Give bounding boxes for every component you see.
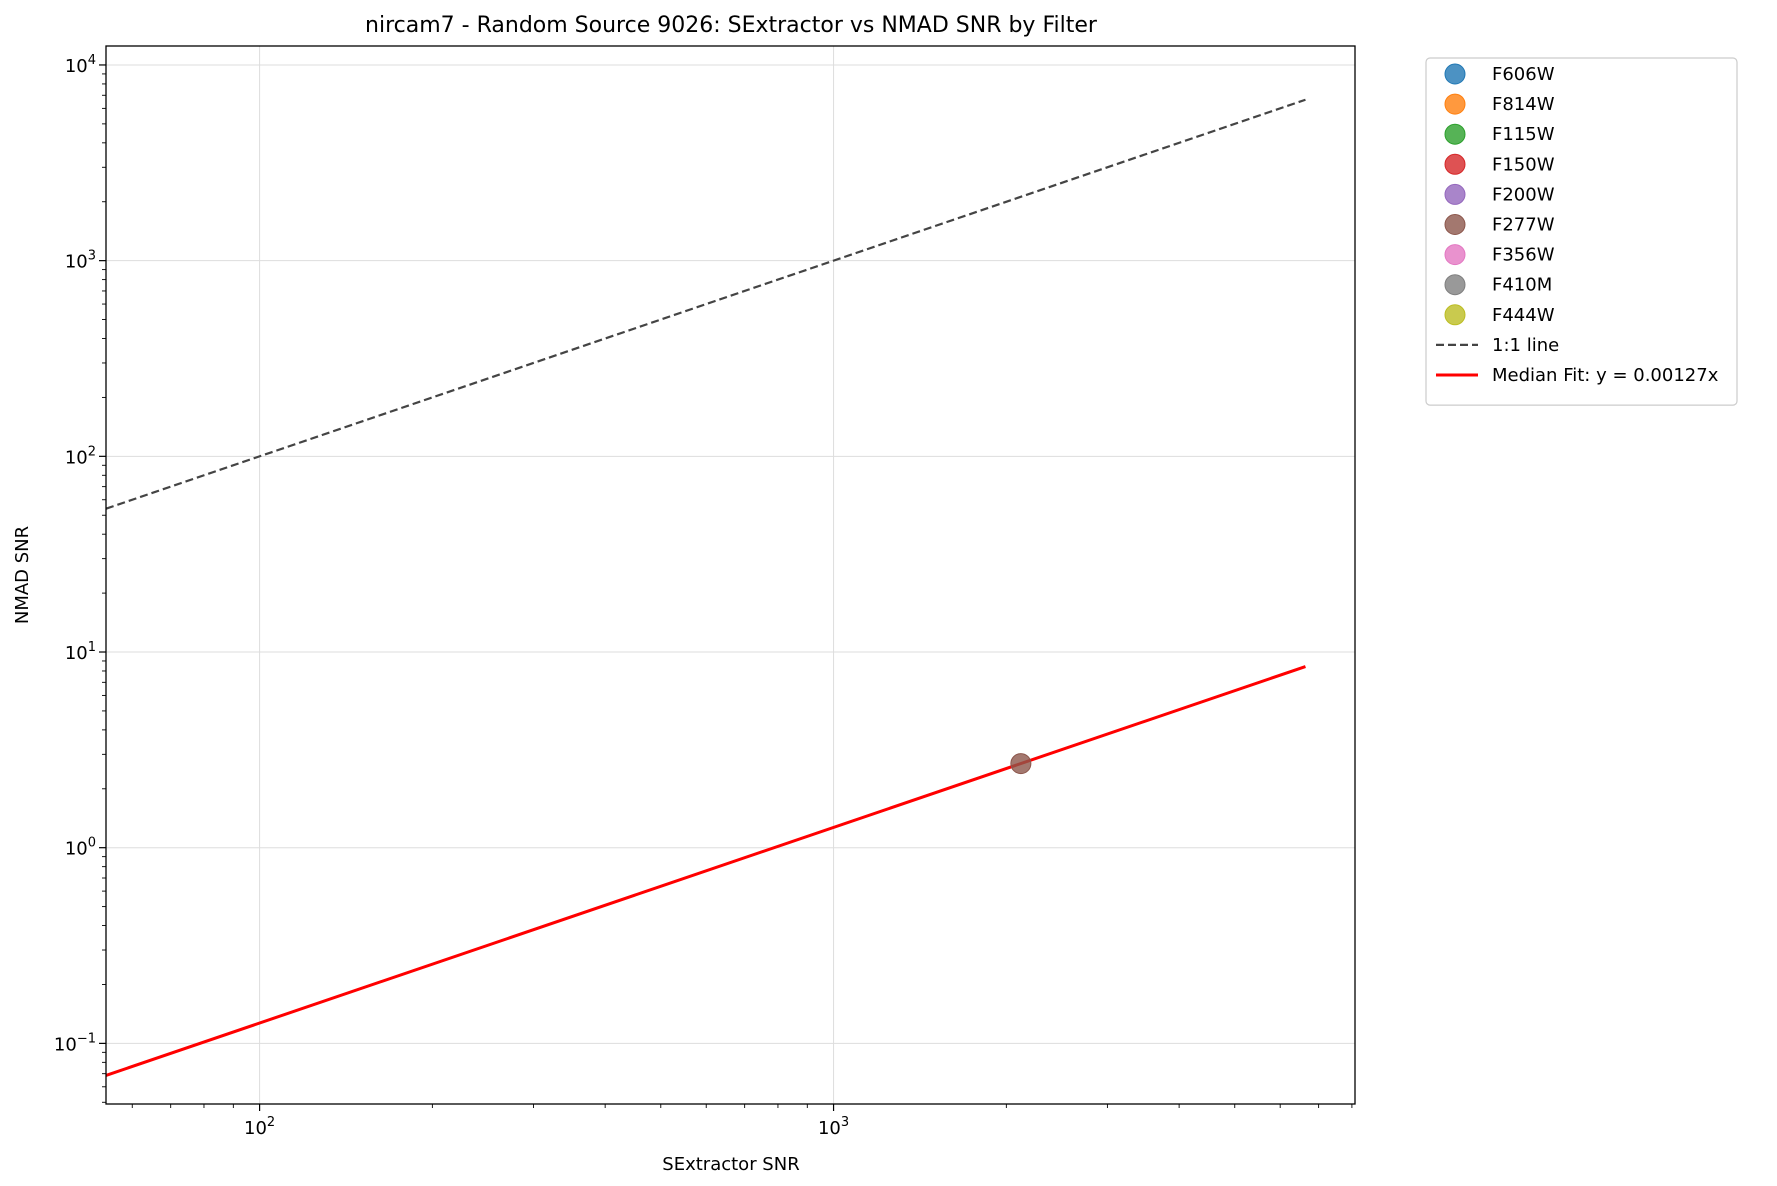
legend-label: F814W xyxy=(1492,94,1555,115)
legend-marker xyxy=(1444,244,1466,266)
legend-marker xyxy=(1444,183,1466,205)
legend-marker xyxy=(1444,274,1466,296)
legend-marker xyxy=(1444,63,1466,85)
y-tick-label: 102 xyxy=(65,444,96,468)
plot-area-frame xyxy=(105,45,1356,1105)
legend: F606W F814W F115W F150W F200W F277W F356W F410M… xyxy=(1425,57,1738,406)
x-axis-label: SExtractor SNR xyxy=(662,1154,799,1175)
legend-label: F200W xyxy=(1492,184,1555,205)
legend-label: 1:1 line xyxy=(1492,335,1559,356)
series-lines xyxy=(105,98,1306,1077)
legend-label: Median Fit: y = 0.00127x xyxy=(1492,365,1719,386)
legend-label: F444W xyxy=(1492,305,1555,326)
one-to-one-line xyxy=(105,98,1306,510)
y-tick-label: 104 xyxy=(65,53,96,77)
y-axis-label: NMAD SNR xyxy=(12,526,33,624)
median-fit-line xyxy=(105,665,1306,1077)
legend-label: F606W xyxy=(1492,64,1555,85)
legend-label: F356W xyxy=(1492,245,1555,266)
x-tick-label: 102 xyxy=(244,1115,275,1139)
legend-label: F150W xyxy=(1492,154,1555,175)
grid xyxy=(106,46,1355,1104)
legend-label: F410M xyxy=(1492,275,1552,296)
chart-title: nircam7 - Random Source 9026: SExtractor… xyxy=(365,13,1098,38)
y-tick-label: 100 xyxy=(65,836,96,860)
y-tick-label: 101 xyxy=(65,640,96,664)
legend-marker xyxy=(1444,304,1466,326)
point-f277w xyxy=(1010,753,1032,775)
legend-marker xyxy=(1444,214,1466,235)
y-tick-label: 103 xyxy=(65,249,96,273)
axis-ticks: 102 103 10−1 100 101 102 103 104 xyxy=(54,53,1353,1139)
legend-label: F277W xyxy=(1492,215,1555,236)
legend-marker xyxy=(1444,93,1466,115)
legend-frame xyxy=(1425,57,1738,406)
legend-marker xyxy=(1444,123,1466,145)
y-tick-label: 10−1 xyxy=(54,1031,96,1055)
data-points xyxy=(1010,753,1032,775)
legend-marker xyxy=(1444,153,1466,175)
x-tick-label: 103 xyxy=(818,1115,849,1139)
legend-label: F115W xyxy=(1492,124,1555,145)
